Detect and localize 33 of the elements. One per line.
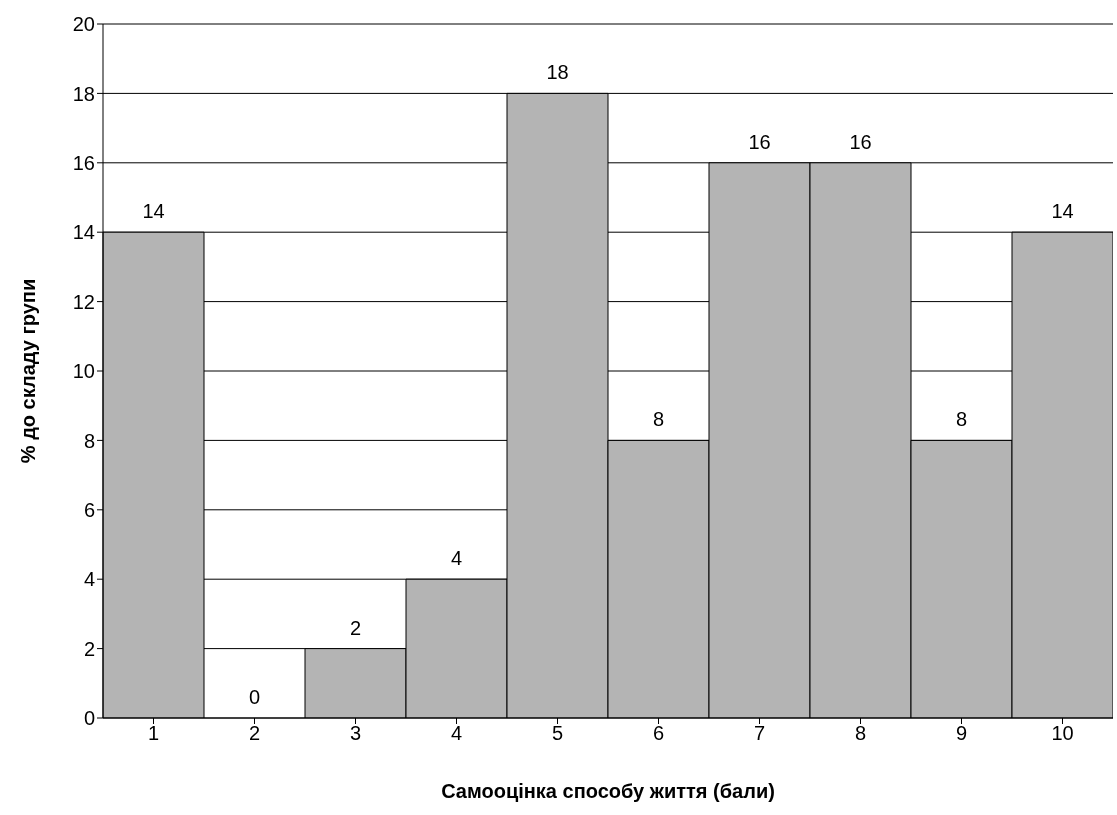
y-tick-label: 14 xyxy=(72,221,95,244)
data-label: 0 xyxy=(248,686,261,708)
data-label: 14 xyxy=(142,200,165,223)
y-tick-label: 16 xyxy=(72,151,95,174)
data-label: 8 xyxy=(955,408,968,431)
y-tick-label: 20 xyxy=(72,13,95,36)
y-tick-label: 2 xyxy=(83,637,95,660)
data-label: 2 xyxy=(349,616,362,639)
y-tick-label: 4 xyxy=(83,568,95,591)
data-label: 8 xyxy=(652,408,665,431)
x-tick-label: 2 xyxy=(248,722,261,745)
y-tick-label: 18 xyxy=(72,82,95,105)
x-tick-label: 1 xyxy=(147,722,160,745)
x-tick-label: 6 xyxy=(652,722,665,745)
x-axis-title: Самооцінка способу життя (бали) xyxy=(441,780,775,802)
y-tick-label: 10 xyxy=(72,360,95,383)
data-label: 16 xyxy=(748,130,771,153)
y-tick-label: 0 xyxy=(83,707,95,730)
x-tick-label: 7 xyxy=(753,722,766,745)
x-tick-label: 9 xyxy=(955,722,968,745)
x-tick-label: 10 xyxy=(1051,722,1074,745)
data-label: 4 xyxy=(450,547,463,570)
y-axis-title: % до складу групи xyxy=(17,278,40,464)
data-label: 18 xyxy=(546,61,569,84)
data-label: 16 xyxy=(849,130,872,153)
data-label: 14 xyxy=(1051,200,1074,223)
x-tick-label: 8 xyxy=(854,722,867,745)
y-tick-label: 8 xyxy=(83,429,95,452)
x-tick-label: 4 xyxy=(450,722,463,745)
y-tick-label: 12 xyxy=(72,290,95,313)
x-tick-label: 5 xyxy=(551,722,564,745)
y-tick-label: 6 xyxy=(83,498,95,521)
x-tick-label: 3 xyxy=(349,722,362,745)
